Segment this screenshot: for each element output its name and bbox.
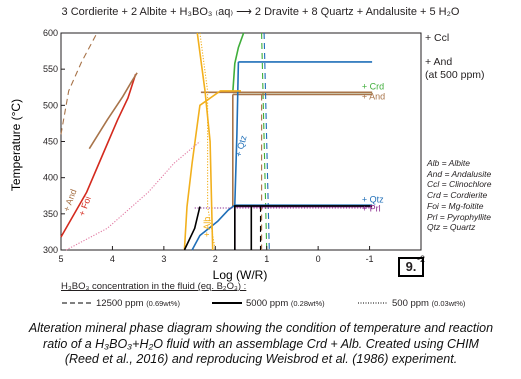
side-label-and-note: (at 500 ppm) (425, 69, 485, 81)
series-line-alb (196, 32, 214, 251)
figure-caption: Alteration mineral phase diagram showing… (28, 321, 494, 366)
x-tick-label: 1 (264, 254, 269, 264)
legend-item-note: (0.28wt%) (290, 299, 325, 308)
legend-item-label: 500 ppm (392, 298, 429, 309)
annotation-label: + Crd (362, 81, 384, 91)
legend-item-label: 12500 ppm (96, 298, 144, 309)
dotted-line-swatch (358, 302, 388, 304)
x-tick-label: -1 (366, 254, 374, 264)
annotation-label: + Foi (77, 195, 93, 217)
abbreviation-item: Crd = Cordierite (427, 190, 488, 201)
y-tick-label: 400 (43, 173, 58, 183)
abbreviation-item: Alb = Albite (427, 158, 470, 168)
series-line-and (88, 72, 138, 150)
series-line-qtz (263, 32, 270, 251)
x-tick-label: -2 (417, 254, 425, 264)
series-line-qtz (234, 61, 240, 206)
legend-item-note: (0.03wt%) (431, 299, 466, 308)
annotation-label: + Prl (362, 204, 381, 214)
abbreviation-item: And = Andalusite (427, 168, 492, 179)
y-tick-label: 600 (43, 28, 58, 38)
legend-item-5000: 5000 ppm (0.28wt%) (212, 298, 325, 309)
legend-title: H₃BO₃ concentration in the fluid (eq. B₂… (61, 281, 247, 292)
side-label-and: + And (425, 56, 453, 68)
axis-ticks: 5 4 3 2 1 0 -1 -2 300 350 400 450 500 550 600 (43, 28, 425, 264)
y-tick-label: 500 (43, 100, 58, 110)
x-tick-label: 3 (161, 254, 166, 264)
reaction-equation: 3 Cordierite + 2 Albite + H₃BO₃ ₍aq₎ ⟶ 2… (61, 6, 460, 18)
abbreviation-item: Foi = Mg-foitite (427, 200, 484, 211)
series-line-ccl (65, 141, 201, 251)
y-tick-label: 350 (43, 209, 58, 219)
annotation-label: + And (362, 92, 385, 102)
series-line-foi (60, 73, 137, 238)
y-tick-label: 300 (43, 245, 58, 255)
series-line-black (183, 206, 201, 251)
legend-item-12500: 12500 ppm (0.69wt%) (62, 298, 180, 309)
legend-item-label: 5000 ppm (246, 298, 289, 309)
abbreviation-item: Qtz = Quartz (427, 222, 476, 233)
abbreviation-item: Ccl = Clinochlore (427, 179, 492, 190)
side-label-ccl: + Ccl (425, 32, 450, 44)
plot-area: + Crd+ And+ Qtz+ Qtz+ Prl+ And+ Foi+ Alb (60, 32, 422, 251)
series-line-crd (232, 32, 245, 93)
series-line-alb (183, 90, 241, 251)
abbreviation-item: Prl = Pyrophyllite (427, 211, 492, 222)
legend-item-500: 500 ppm (0.03wt%) (358, 298, 465, 309)
solid-line-swatch (212, 302, 242, 305)
annotation-label: + Qtz (233, 134, 248, 158)
x-tick-label: 0 (316, 254, 321, 264)
series-line-alb (199, 32, 216, 251)
annotation-label: + Qtz (362, 194, 384, 204)
x-tick-label: 4 (110, 254, 115, 264)
series-line-qtz (191, 204, 236, 251)
x-tick-label: 2 (213, 254, 218, 264)
legend-item-note: (0.69wt%) (146, 299, 180, 308)
y-tick-label: 550 (43, 64, 58, 74)
x-axis-label: Log (W/R) (213, 268, 268, 282)
y-tick-label: 450 (43, 137, 58, 147)
dashed-line-swatch (62, 302, 92, 304)
panel-label: 9. (398, 257, 424, 277)
abbreviation-list: Alb = Albite And = Andalusite Ccl = Clin… (427, 158, 492, 233)
series-line-and (60, 32, 98, 135)
annotation-label: + Alb (202, 217, 212, 237)
y-axis-label: Temperature (°C) (9, 99, 23, 191)
series-line-crd (261, 32, 268, 251)
x-tick-label: 5 (58, 254, 63, 264)
